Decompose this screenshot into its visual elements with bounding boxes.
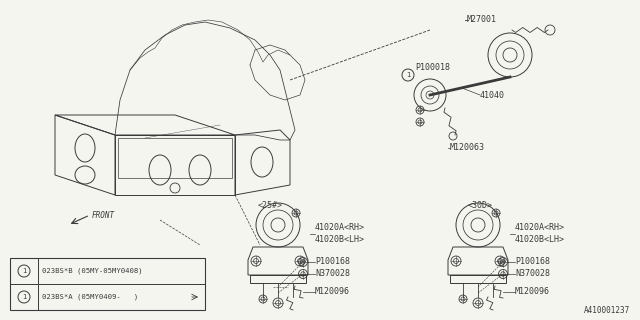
Text: 1: 1 [22, 294, 26, 300]
Text: 023BS*B (05MY-05MY0408): 023BS*B (05MY-05MY0408) [42, 268, 143, 274]
Text: 1: 1 [22, 268, 26, 274]
Text: M27001: M27001 [467, 15, 497, 25]
Text: 1: 1 [406, 72, 410, 78]
Bar [450, 275, 506, 283]
Circle shape [18, 291, 30, 303]
Text: N370028: N370028 [515, 269, 550, 278]
Text: <25#>: <25#> [257, 201, 282, 210]
Text: 41020B<LH>: 41020B<LH> [515, 236, 565, 244]
Text: P100168: P100168 [315, 258, 350, 267]
Text: 41020A<RH>: 41020A<RH> [315, 223, 365, 233]
Text: M120096: M120096 [515, 287, 550, 297]
Bar [118, 138, 232, 178]
Text: M120063: M120063 [450, 143, 485, 153]
Text: <30D>: <30D> [467, 201, 493, 210]
Text: M120096: M120096 [315, 287, 350, 297]
Text: 023BS*A (05MY0409-   ): 023BS*A (05MY0409- ) [42, 294, 138, 300]
Text: P100018: P100018 [415, 63, 450, 73]
Text: N370028: N370028 [315, 269, 350, 278]
Text: 41020A<RH>: 41020A<RH> [515, 223, 565, 233]
Text: P100168: P100168 [515, 258, 550, 267]
Text: FRONT: FRONT [92, 211, 115, 220]
Text: A410001237: A410001237 [584, 306, 630, 315]
Bar [10, 258, 205, 310]
Text: 41020B<LH>: 41020B<LH> [315, 236, 365, 244]
Bar [250, 275, 306, 283]
Circle shape [18, 265, 30, 277]
Text: 41040: 41040 [480, 91, 505, 100]
Circle shape [402, 69, 414, 81]
